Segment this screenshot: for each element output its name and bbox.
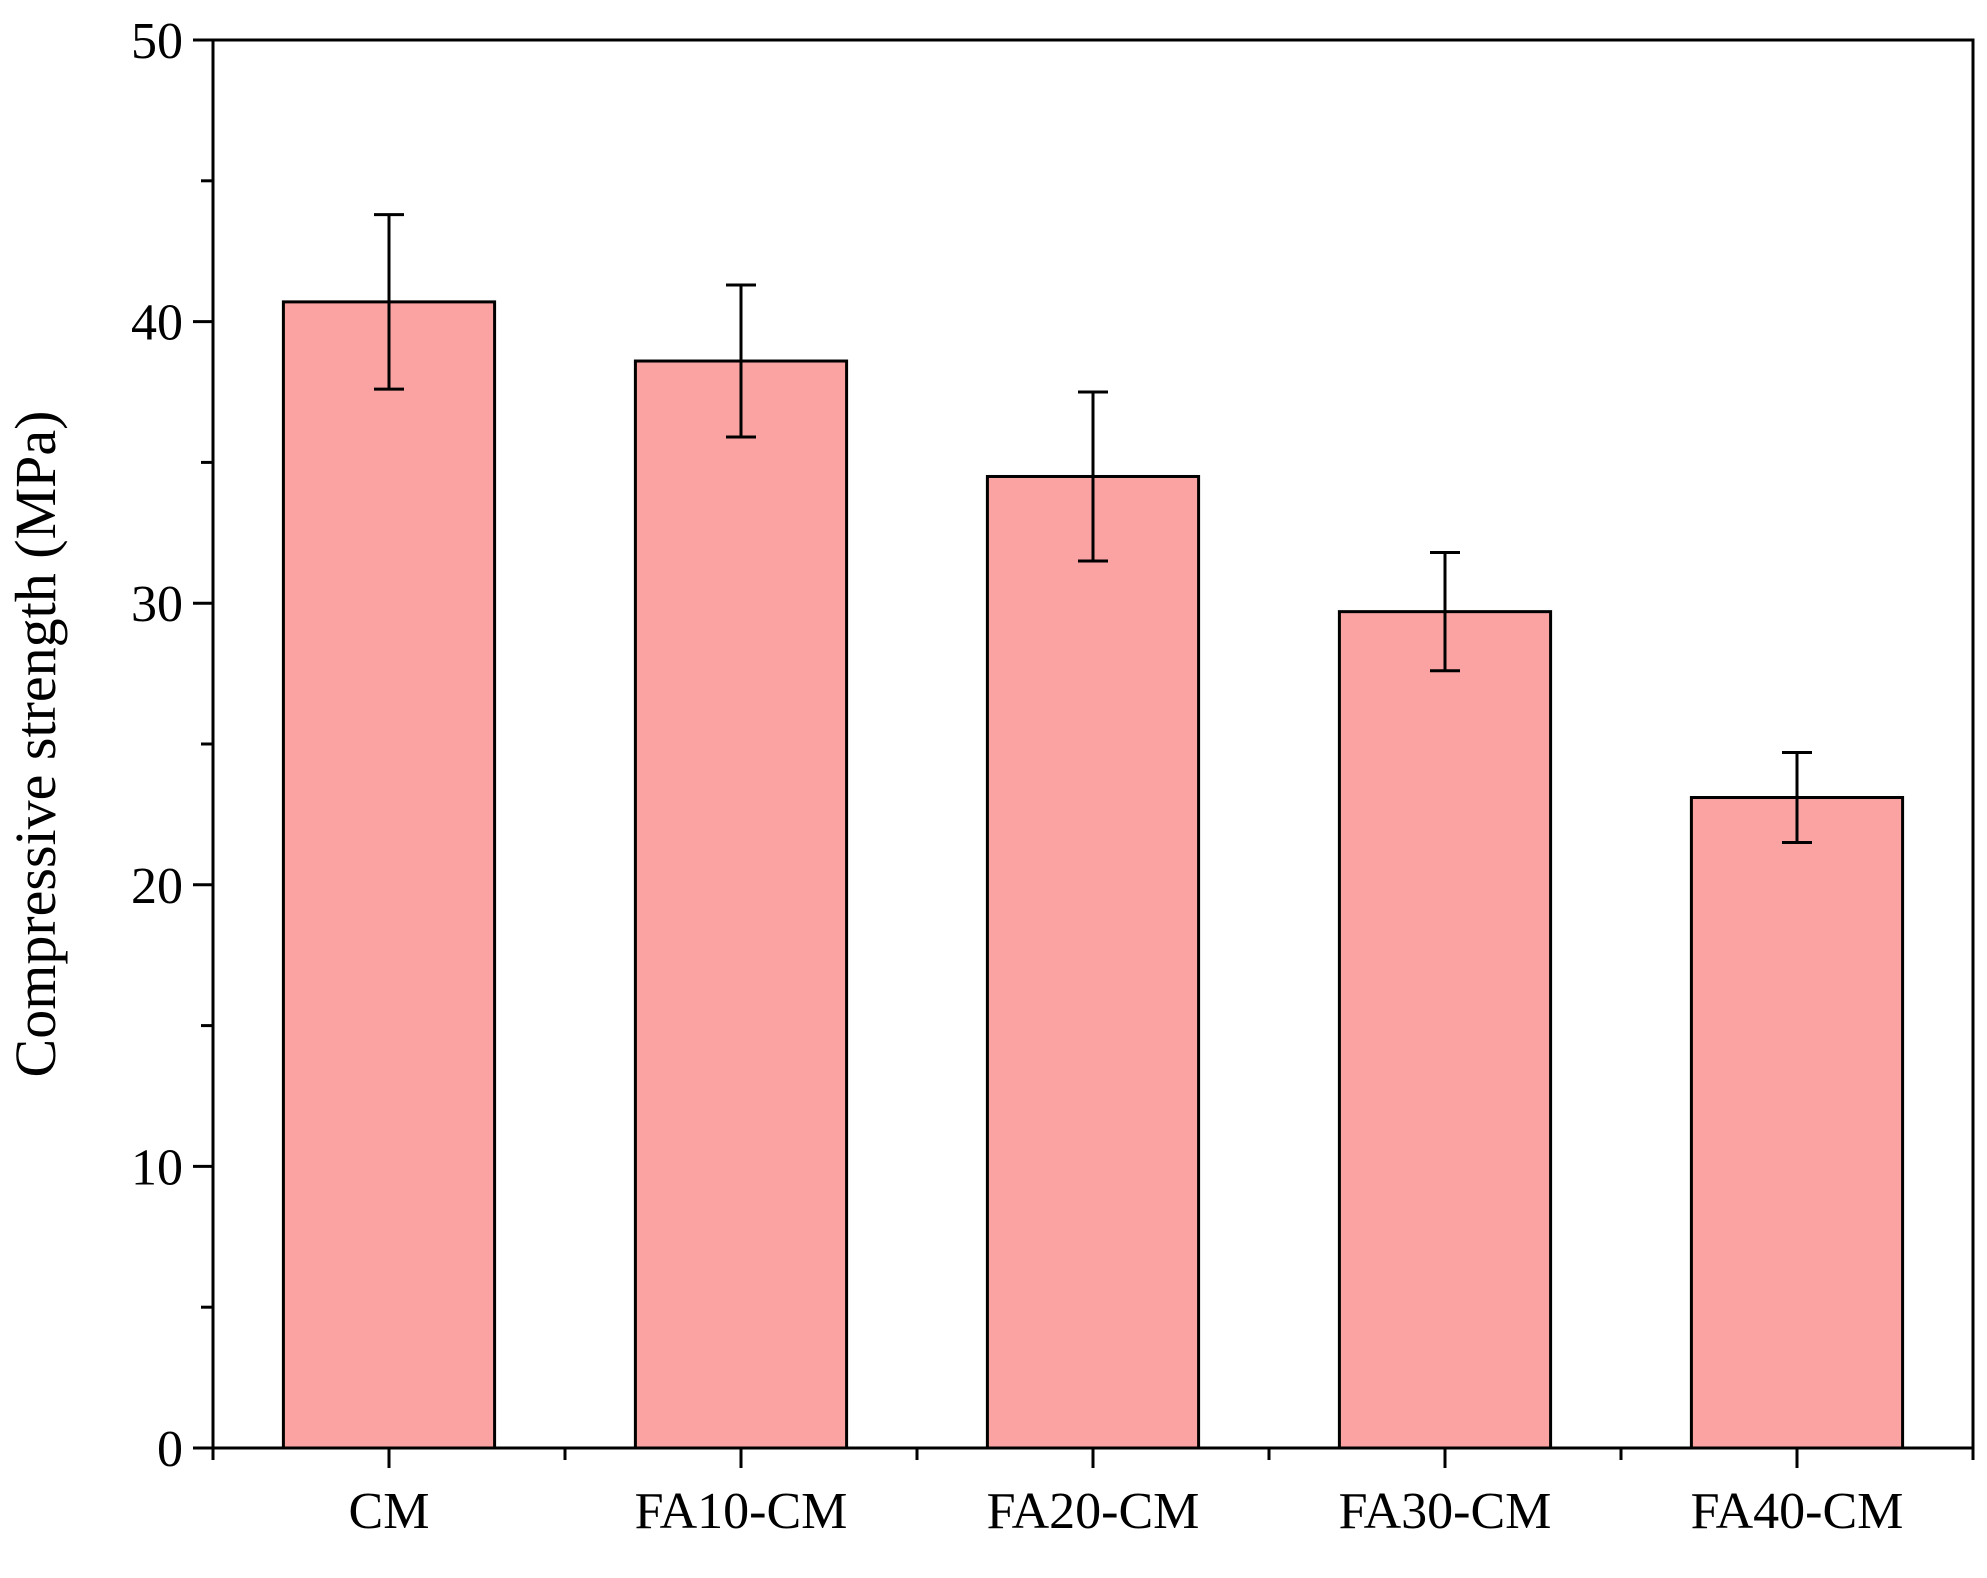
y-tick-label: 10: [131, 1139, 183, 1196]
bar-fa20-cm: [985, 474, 1201, 1450]
y-tick-label: 40: [131, 295, 183, 352]
x-axis-ticks: CM FA10-CM FA20-CM FA30-CM FA40-CM: [211, 1448, 1975, 1540]
y-axis-ticks: 0 10 20 30 40 50: [131, 13, 213, 1478]
bar-fa10-cm: [633, 359, 849, 1450]
y-tick-label: 30: [131, 576, 183, 633]
bar-fa40-cm: [1689, 796, 1905, 1450]
x-tick-label: FA30-CM: [1339, 1483, 1552, 1540]
x-tick-label: FA40-CM: [1691, 1483, 1904, 1540]
bar-fa30-cm: [1337, 610, 1553, 1450]
y-axis-label: Compressive strength (MPa): [3, 411, 68, 1078]
y-tick-label: 50: [131, 13, 183, 70]
y-tick-label: 0: [157, 1421, 183, 1478]
x-tick-label: FA10-CM: [635, 1483, 848, 1540]
error-bars-group: [374, 213, 1812, 845]
x-tick-label: FA20-CM: [987, 1483, 1200, 1540]
y-tick-label: 20: [131, 858, 183, 915]
bar-cm: [281, 300, 497, 1450]
x-tick-label: CM: [349, 1483, 430, 1540]
